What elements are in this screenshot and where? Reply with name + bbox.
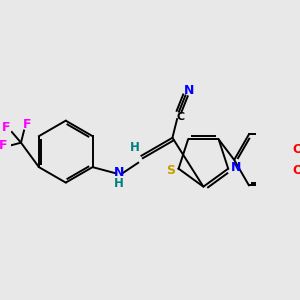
Text: N: N <box>184 84 194 97</box>
Text: H: H <box>130 141 140 154</box>
Text: O: O <box>292 143 300 156</box>
Text: O: O <box>292 164 300 177</box>
Text: N: N <box>231 160 242 173</box>
Text: F: F <box>23 118 32 131</box>
Text: F: F <box>0 140 7 152</box>
Text: H: H <box>114 177 124 190</box>
Text: C: C <box>176 112 184 122</box>
Text: N: N <box>113 166 124 178</box>
Text: F: F <box>2 122 10 134</box>
Text: S: S <box>166 164 175 177</box>
